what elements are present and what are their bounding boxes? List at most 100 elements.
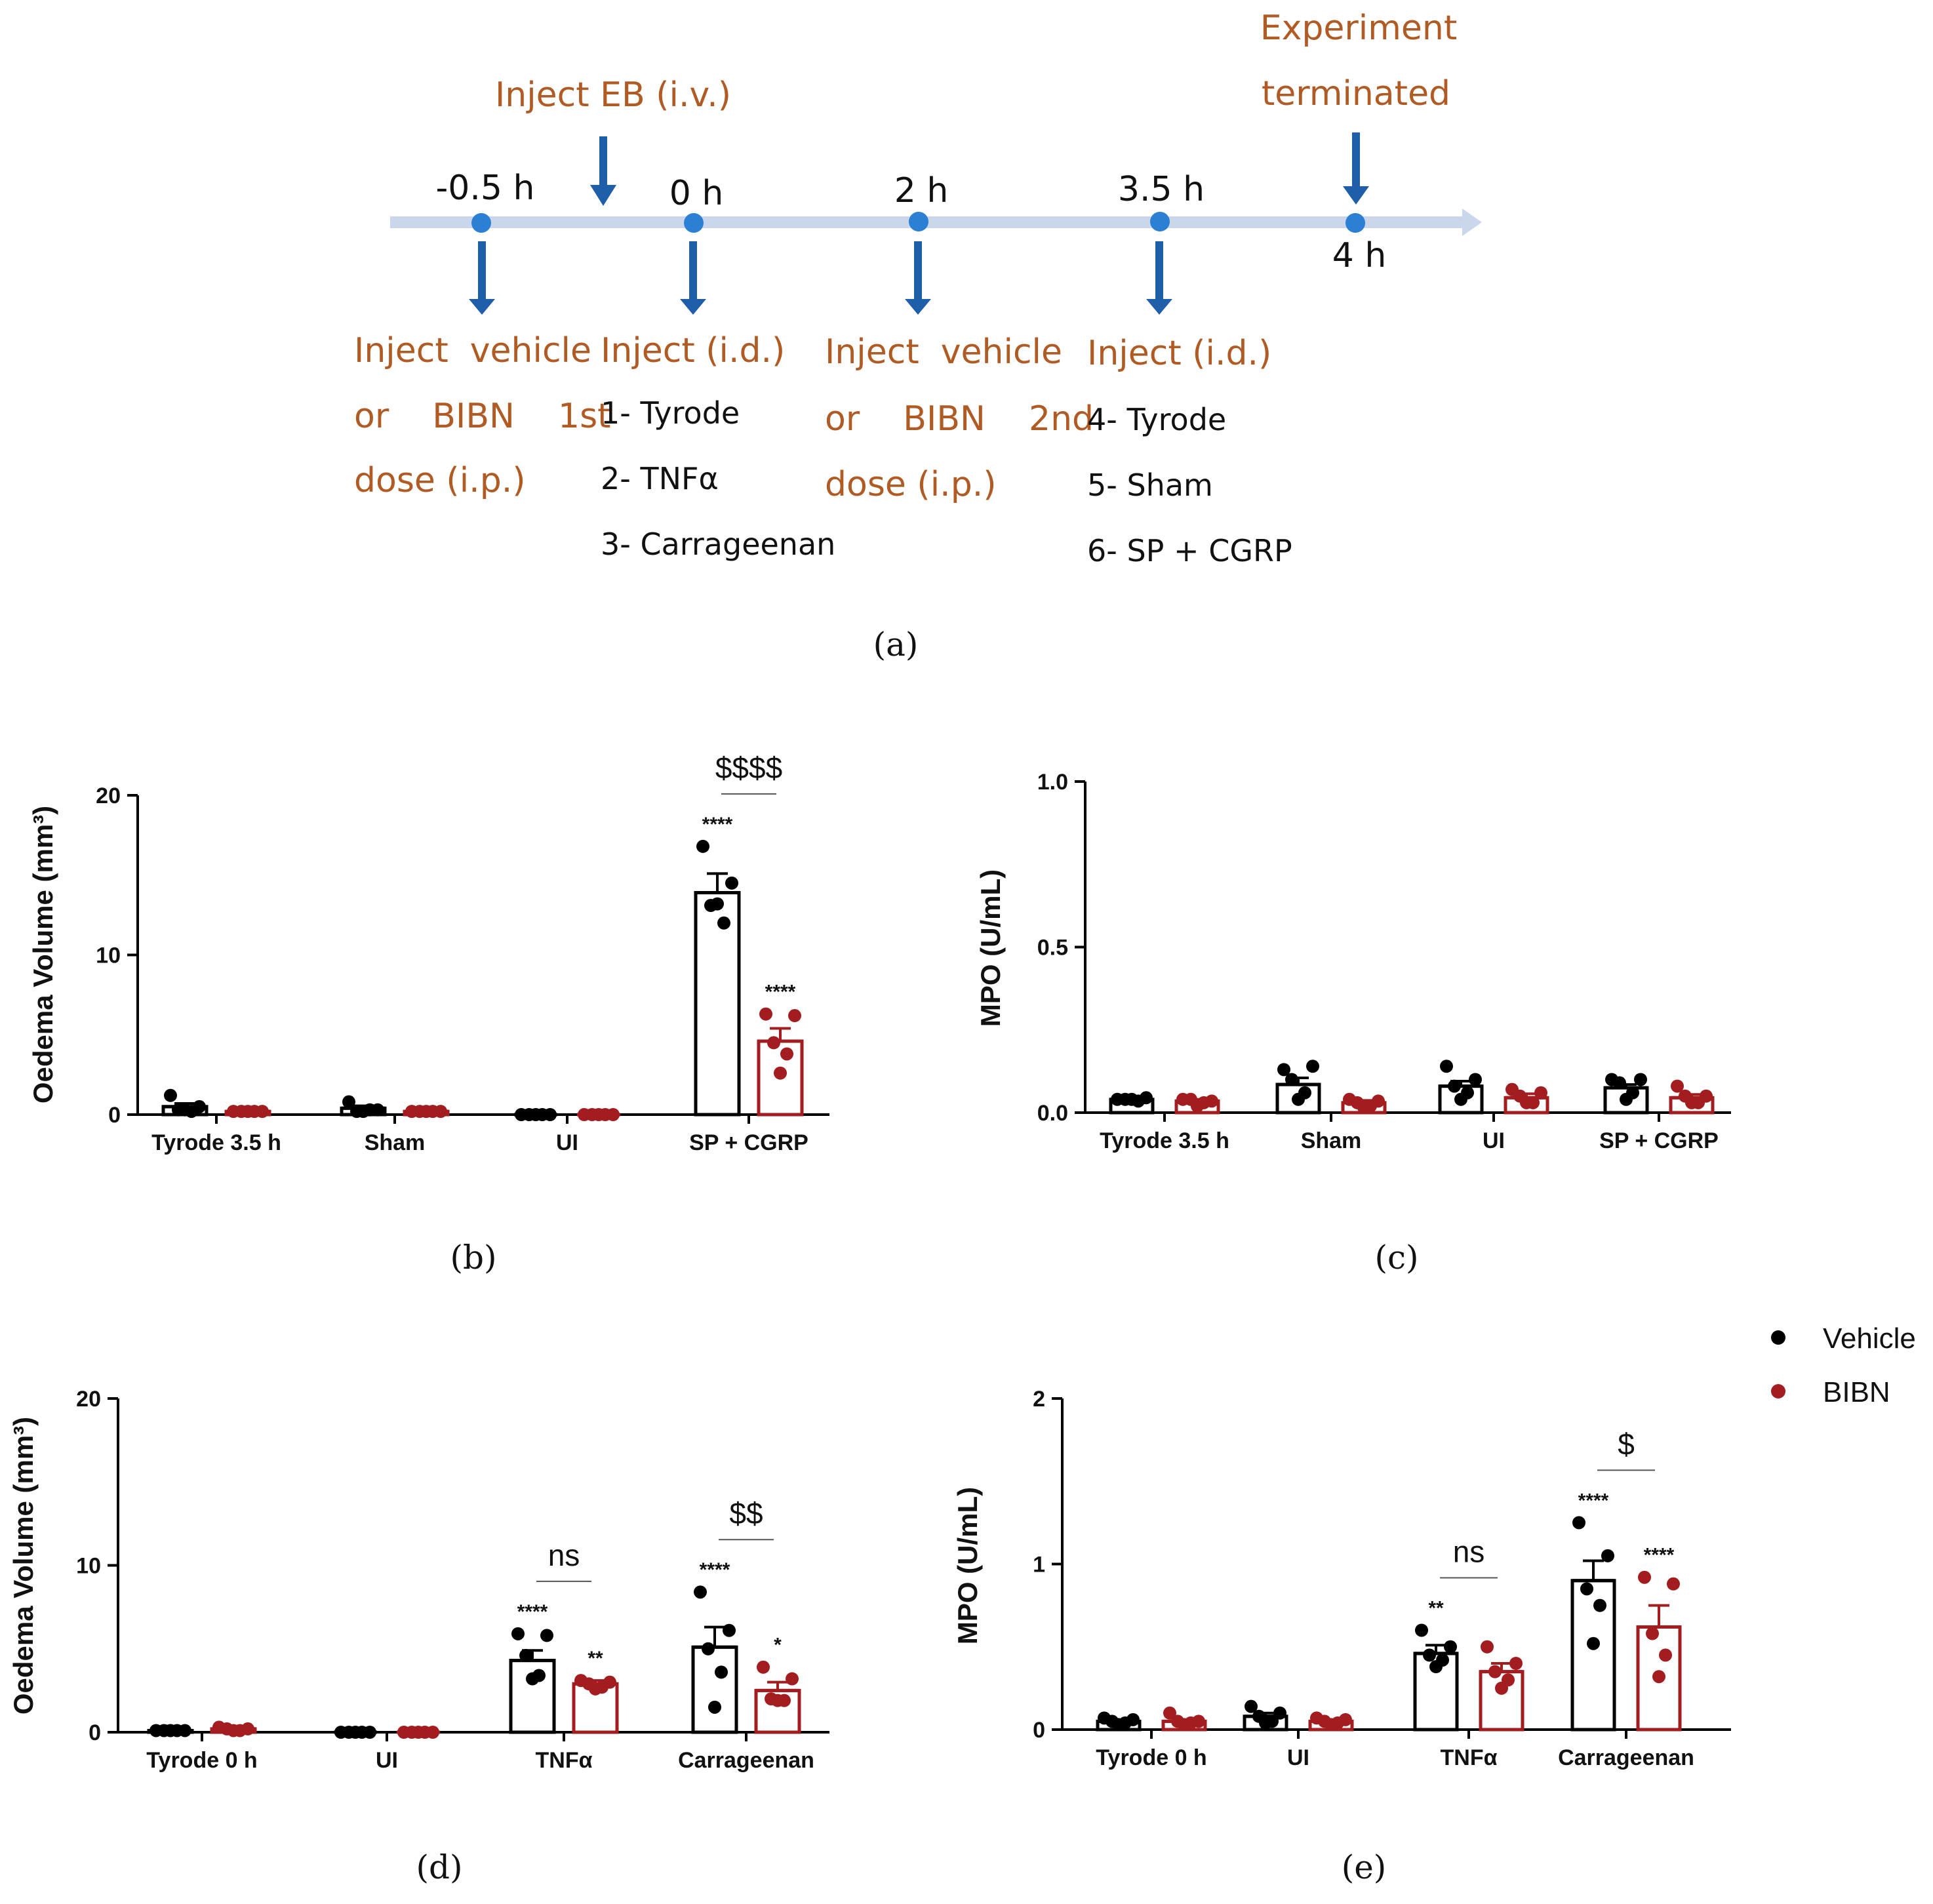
timeline-dot-3 [909, 212, 928, 231]
chart-c: 0.0 0.5 1.0 MPO (U/mL) Tyrode 3.5 h Sham UI SP … [975, 770, 1731, 1277]
data-point-bibn [1534, 1086, 1547, 1100]
bar-vehicle [509, 1659, 556, 1734]
legend: Vehicle BIBN [1771, 1322, 1916, 1408]
y-tick-label: 1 [1033, 1553, 1045, 1577]
data-point-bibn [1163, 1706, 1176, 1720]
x-tick-label: Sham [365, 1130, 426, 1155]
data-point-vehicle [1273, 1706, 1286, 1720]
data-point-vehicle [702, 1642, 715, 1656]
y-tick-label: 20 [76, 1387, 101, 1412]
data-point-bibn [786, 1672, 799, 1686]
arrow-down-icon [680, 241, 706, 315]
y-axis-title: MPO (U/mL) [952, 1487, 983, 1644]
data-point-vehicle [1112, 1718, 1125, 1732]
data-point-vehicle [357, 1105, 370, 1119]
terminated-label: terminated [1262, 74, 1450, 113]
inject-eb-label: Inject EB (i.v.) [495, 75, 731, 115]
significance-label: ** [1428, 1598, 1444, 1619]
y-tick-label: 0 [1033, 1718, 1045, 1743]
y-tick-label: 0 [108, 1103, 121, 1128]
x-tick-label: TNFα [536, 1748, 593, 1773]
step2-item-3: 3- Carrageenan [601, 526, 835, 562]
data-point-bibn [1685, 1096, 1698, 1109]
y-tick-label: 0.5 [1037, 936, 1068, 961]
data-point-bibn [780, 1047, 793, 1061]
data-point-vehicle [164, 1724, 177, 1737]
significance-label: **** [700, 1559, 730, 1581]
y-axis-title: MPO (U/mL) [975, 869, 1006, 1027]
data-point-vehicle [1634, 1073, 1647, 1086]
data-point-vehicle [708, 1700, 721, 1714]
data-point-vehicle [723, 1623, 736, 1637]
data-point-vehicle [1292, 1092, 1305, 1106]
data-point-vehicle [1454, 1092, 1467, 1106]
data-point-vehicle [715, 1665, 728, 1679]
significance-label: * [774, 1635, 782, 1656]
data-point-bibn [1191, 1099, 1204, 1113]
data-point-vehicle [1580, 1582, 1593, 1596]
data-point-vehicle [511, 1627, 525, 1640]
data-point-vehicle [1277, 1063, 1290, 1077]
data-point-vehicle [164, 1088, 177, 1102]
significance-label: ** [588, 1648, 603, 1669]
time-label-5: 4 h [1332, 236, 1387, 275]
data-point-bibn [1357, 1101, 1370, 1115]
x-tick-label: UI [1483, 1128, 1505, 1153]
chart-d: 0 10 20 Oedema Volume (mm³) Tyrode 0 h UI TNFα… [8, 1387, 829, 1886]
time-label-1: -0.5 h [436, 169, 535, 208]
timeline-dot-5 [1345, 213, 1365, 233]
data-point-bibn [589, 1682, 602, 1696]
x-tick-label: SP + CGRP [689, 1130, 808, 1155]
data-point-vehicle [694, 1585, 707, 1599]
data-point-vehicle [519, 1648, 532, 1662]
arrow-down-icon [905, 241, 931, 315]
bar-vehicle [691, 1645, 738, 1734]
step4-title: Inject (i.d.) [1087, 334, 1271, 373]
data-point-vehicle [1245, 1699, 1258, 1713]
data-point-bibn [1659, 1648, 1672, 1662]
data-point-bibn [1667, 1577, 1680, 1591]
data-point-vehicle [1429, 1660, 1443, 1674]
x-tick-label: UI [556, 1130, 578, 1155]
timeline-dot-1 [471, 213, 491, 233]
arrow-down-icon [590, 136, 616, 206]
data-point-vehicle [1444, 1640, 1457, 1654]
data-point-vehicle [342, 1095, 355, 1109]
y-tick-label: 1.0 [1037, 770, 1068, 795]
significance-label: **** [765, 982, 796, 1003]
data-point-bibn [1652, 1670, 1665, 1684]
chart-b: 0 10 20 Oedema Volume (mm³) Tyrode 3.5 h Sham… [28, 751, 829, 1277]
data-point-bibn [1488, 1665, 1502, 1678]
y-tick-label: 0.0 [1037, 1101, 1068, 1126]
data-point-vehicle [1593, 1598, 1606, 1612]
panel-label-e: (e) [1342, 1848, 1387, 1886]
arrow-down-icon [469, 241, 495, 315]
data-point-vehicle [1415, 1623, 1428, 1637]
legend-vehicle-marker [1771, 1330, 1785, 1345]
step1-line1: Inject vehicle [354, 331, 591, 370]
step4-item-2: 5- Sham [1087, 467, 1213, 503]
legend-vehicle-label: Vehicle [1823, 1322, 1916, 1355]
x-tick-label: Tyrode 3.5 h [151, 1130, 281, 1155]
bar-vehicle [1570, 1579, 1616, 1732]
y-tick-label: 2 [1033, 1387, 1045, 1412]
panel-label-d: (d) [416, 1848, 462, 1886]
x-tick-label: Tyrode 0 h [146, 1748, 257, 1773]
data-point-vehicle [1259, 1716, 1272, 1730]
data-point-bibn [1509, 1657, 1523, 1670]
data-point-bibn [771, 1694, 784, 1707]
x-tick-label: Sham [1301, 1128, 1362, 1153]
y-tick-label: 10 [96, 943, 121, 968]
data-point-vehicle [1587, 1636, 1600, 1650]
comparison-label: $$$$ [715, 751, 782, 785]
data-point-vehicle [1613, 1076, 1626, 1090]
y-axis-title: Oedema Volume (mm³) [8, 1417, 39, 1715]
data-point-bibn [757, 1660, 770, 1674]
data-point-bibn [420, 1105, 433, 1119]
timeline: -0.5 h 0 h 2 h 3.5 h 4 h [354, 9, 1482, 664]
x-tick-label: SP + CGRP [1599, 1128, 1719, 1153]
data-point-vehicle [1448, 1079, 1461, 1093]
comparison-label: ns [1453, 1535, 1485, 1569]
x-tick-label: Tyrode 0 h [1096, 1745, 1206, 1770]
